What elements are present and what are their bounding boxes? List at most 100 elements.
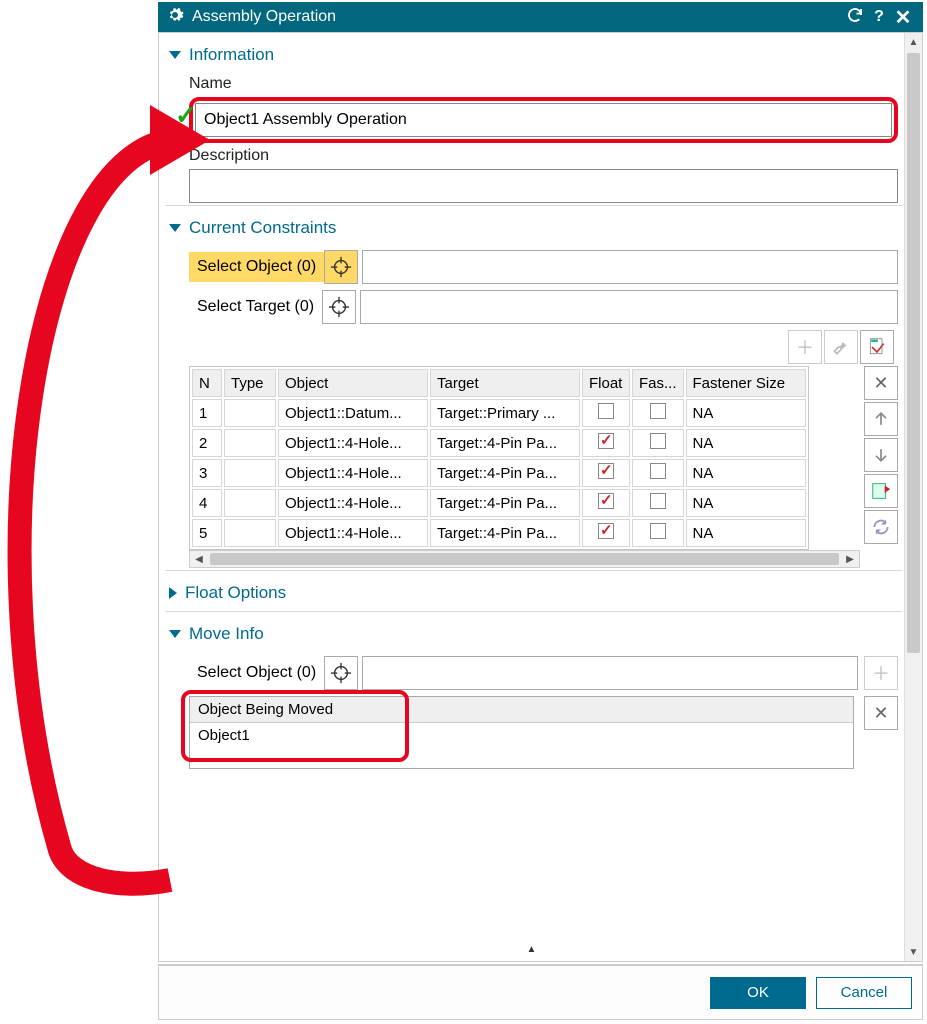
- cell: 5: [192, 519, 222, 547]
- col-target[interactable]: Target: [430, 369, 580, 397]
- section-information-label: Information: [189, 45, 274, 65]
- fastener-checkbox[interactable]: [650, 463, 666, 479]
- dialog-title: Assembly Operation: [192, 8, 336, 26]
- add-icon[interactable]: ＋: [864, 656, 898, 690]
- cell: [224, 429, 276, 457]
- titlebar: Assembly Operation ? ✕: [158, 2, 923, 32]
- move-list-highlight: [181, 690, 409, 762]
- description-label: Description: [189, 147, 898, 165]
- scroll-up-icon[interactable]: ▲: [905, 33, 922, 51]
- col-fastenersize[interactable]: Fastener Size: [686, 369, 806, 397]
- fastener-checkbox[interactable]: [650, 403, 666, 419]
- horizontal-scrollbar[interactable]: ◀ ▶: [189, 550, 860, 568]
- section-constraints-label: Current Constraints: [189, 218, 336, 238]
- cell: Target::4-Pin Pa...: [430, 429, 580, 457]
- cell: NA: [686, 399, 806, 427]
- cycle-icon[interactable]: [864, 510, 898, 544]
- float-checkbox[interactable]: [598, 463, 614, 479]
- col-float[interactable]: Float: [582, 369, 630, 397]
- table-row[interactable]: 1Object1::Datum...Target::Primary ...NA: [192, 399, 806, 427]
- float-checkbox[interactable]: [598, 493, 614, 509]
- cell: NA: [686, 519, 806, 547]
- swap-icon[interactable]: [864, 474, 898, 508]
- description-input[interactable]: [189, 169, 898, 203]
- cell: NA: [686, 489, 806, 517]
- chevron-down-icon: [169, 630, 181, 638]
- cell: Target::4-Pin Pa...: [430, 489, 580, 517]
- cell: Target::4-Pin Pa...: [430, 459, 580, 487]
- cell: [224, 459, 276, 487]
- section-move-header[interactable]: Move Info: [165, 618, 902, 650]
- delete-icon[interactable]: ✕: [864, 696, 898, 730]
- fastener-checkbox[interactable]: [650, 433, 666, 449]
- crosshair-icon[interactable]: [322, 290, 356, 324]
- close-icon[interactable]: ✕: [891, 5, 915, 30]
- checkmark-icon: ✓: [175, 100, 197, 131]
- col-object[interactable]: Object: [278, 369, 428, 397]
- dialog-footer: OK Cancel: [158, 964, 923, 1020]
- col-n[interactable]: N: [192, 369, 222, 397]
- cell: Object1::4-Hole...: [278, 429, 428, 457]
- move-down-icon[interactable]: [864, 438, 898, 472]
- move-select-field[interactable]: [362, 656, 858, 690]
- col-fas[interactable]: Fas...: [632, 369, 684, 397]
- cell: NA: [686, 429, 806, 457]
- move-up-icon[interactable]: [864, 402, 898, 436]
- chevron-right-icon: [169, 587, 177, 599]
- table-row[interactable]: 5 Object1::4-Hole...Target::4-Pin Pa... NA: [192, 519, 806, 547]
- cell: [224, 519, 276, 547]
- table-row[interactable]: 4 Object1::4-Hole...Target::4-Pin Pa... NA: [192, 489, 806, 517]
- cell: Target::Primary ...: [430, 399, 580, 427]
- resize-handle[interactable]: ▲: [158, 942, 905, 956]
- section-float-label: Float Options: [185, 583, 286, 603]
- page-icon[interactable]: [860, 330, 894, 364]
- section-move-label: Move Info: [189, 624, 264, 644]
- cell: 3: [192, 459, 222, 487]
- cell: Target::4-Pin Pa...: [430, 519, 580, 547]
- gear-icon: [166, 6, 184, 29]
- section-information-header[interactable]: Information: [165, 39, 902, 71]
- chevron-down-icon: [169, 51, 181, 59]
- float-checkbox[interactable]: [598, 523, 614, 539]
- cell: 2: [192, 429, 222, 457]
- cell: [224, 489, 276, 517]
- crosshair-icon[interactable]: [324, 250, 358, 284]
- scroll-down-icon[interactable]: ▼: [905, 943, 922, 961]
- select-object-label[interactable]: Select Object (0): [189, 252, 324, 282]
- section-constraints-header[interactable]: Current Constraints: [165, 212, 902, 244]
- delete-icon[interactable]: ✕: [864, 366, 898, 400]
- float-checkbox[interactable]: [598, 403, 614, 419]
- float-checkbox[interactable]: [598, 433, 614, 449]
- fastener-checkbox[interactable]: [650, 523, 666, 539]
- cell: [224, 399, 276, 427]
- col-type[interactable]: Type: [224, 369, 276, 397]
- cell: NA: [686, 459, 806, 487]
- refresh-icon[interactable]: [843, 6, 867, 29]
- select-target-field[interactable]: [360, 290, 898, 324]
- vertical-scrollbar[interactable]: ▲ ▼: [904, 33, 922, 961]
- add-icon[interactable]: ＋: [788, 330, 822, 364]
- scroll-right-icon[interactable]: ▶: [841, 554, 859, 565]
- cell: Object1::Datum...: [278, 399, 428, 427]
- table-row[interactable]: 2 Object1::4-Hole...Target::4-Pin Pa... NA: [192, 429, 806, 457]
- cancel-button[interactable]: Cancel: [816, 977, 912, 1009]
- select-target-label[interactable]: Select Target (0): [189, 292, 322, 322]
- name-input[interactable]: [195, 103, 892, 137]
- scroll-thumb[interactable]: [210, 553, 839, 565]
- table-row[interactable]: 3Object1::4-Hole...Target::4-Pin Pa...NA: [192, 459, 806, 487]
- fastener-checkbox[interactable]: [650, 493, 666, 509]
- scroll-thumb[interactable]: [907, 53, 920, 653]
- cell: 4: [192, 489, 222, 517]
- cell: Object1::4-Hole...: [278, 489, 428, 517]
- section-float-header[interactable]: Float Options: [165, 577, 902, 609]
- scroll-left-icon[interactable]: ◀: [190, 554, 208, 565]
- dialog-body: Information Name Description Current Con…: [158, 32, 923, 962]
- wrench-icon[interactable]: [824, 330, 858, 364]
- crosshair-icon[interactable]: [324, 656, 358, 690]
- select-object-field[interactable]: [362, 250, 898, 284]
- cell: Object1::4-Hole...: [278, 519, 428, 547]
- help-icon[interactable]: ?: [867, 8, 891, 26]
- name-label: Name: [189, 75, 898, 93]
- ok-button[interactable]: OK: [710, 977, 806, 1009]
- move-select-object-label[interactable]: Select Object (0): [189, 658, 324, 688]
